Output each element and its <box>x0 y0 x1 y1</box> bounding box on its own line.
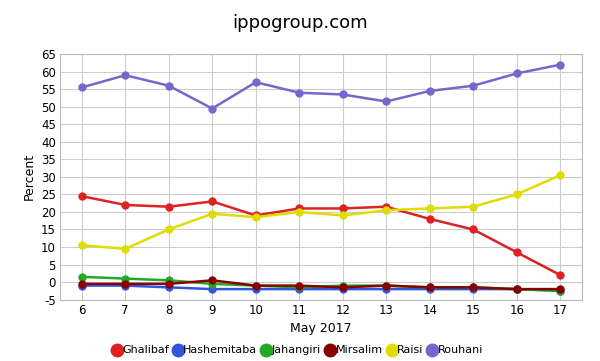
Raisi <box>122 247 129 251</box>
Jahangiri <box>557 289 564 293</box>
Raisi <box>426 206 433 210</box>
Hashemitaba <box>426 287 433 291</box>
Jahangiri <box>296 285 303 290</box>
Legend: Ghalibaf, Hashemitaba, Jahangiri, Mirsalim, Raisi, Rouhani: Ghalibaf, Hashemitaba, Jahangiri, Mirsal… <box>116 345 484 356</box>
Mirsalim <box>209 278 216 283</box>
Line: Ghalibaf: Ghalibaf <box>78 193 564 279</box>
Mirsalim <box>383 283 390 288</box>
Rouhani <box>383 99 390 104</box>
Line: Mirsalim: Mirsalim <box>78 277 564 292</box>
Raisi <box>513 192 520 197</box>
Jahangiri <box>470 285 477 290</box>
Raisi <box>165 227 172 232</box>
Mirsalim <box>165 282 172 286</box>
Text: ippogroup.com: ippogroup.com <box>232 14 368 32</box>
Rouhani <box>426 89 433 93</box>
Mirsalim <box>470 285 477 290</box>
Ghalibaf <box>383 205 390 209</box>
Mirsalim <box>557 287 564 291</box>
Ghalibaf <box>296 206 303 210</box>
Raisi <box>470 205 477 209</box>
Mirsalim <box>339 285 346 290</box>
Raisi <box>557 173 564 177</box>
Ghalibaf <box>470 227 477 232</box>
Line: Hashemitaba: Hashemitaba <box>78 282 564 294</box>
Jahangiri <box>78 275 85 279</box>
Ghalibaf <box>339 206 346 210</box>
Rouhani <box>209 106 216 111</box>
Jahangiri <box>209 282 216 286</box>
Ghalibaf <box>78 194 85 198</box>
Line: Rouhani: Rouhani <box>78 61 564 112</box>
Rouhani <box>78 85 85 90</box>
Ghalibaf <box>426 217 433 221</box>
Hashemitaba <box>513 287 520 291</box>
Raisi <box>296 210 303 214</box>
Mirsalim <box>426 285 433 290</box>
Hashemitaba <box>209 287 216 291</box>
Rouhani <box>252 80 259 84</box>
Mirsalim <box>513 287 520 291</box>
Y-axis label: Percent: Percent <box>22 153 35 200</box>
Hashemitaba <box>470 287 477 291</box>
X-axis label: May 2017: May 2017 <box>290 322 352 335</box>
Raisi <box>339 213 346 218</box>
Raisi <box>78 243 85 247</box>
Ghalibaf <box>252 213 259 218</box>
Rouhani <box>165 83 172 88</box>
Line: Jahangiri: Jahangiri <box>78 273 564 294</box>
Hashemitaba <box>252 287 259 291</box>
Mirsalim <box>296 283 303 288</box>
Line: Raisi: Raisi <box>78 172 564 252</box>
Mirsalim <box>78 282 85 286</box>
Rouhani <box>339 92 346 97</box>
Rouhani <box>296 91 303 95</box>
Raisi <box>209 212 216 216</box>
Jahangiri <box>252 283 259 288</box>
Hashemitaba <box>296 287 303 291</box>
Hashemitaba <box>122 283 129 288</box>
Rouhani <box>557 62 564 67</box>
Jahangiri <box>513 287 520 291</box>
Jahangiri <box>426 285 433 290</box>
Rouhani <box>470 83 477 88</box>
Mirsalim <box>252 283 259 288</box>
Raisi <box>252 215 259 219</box>
Hashemitaba <box>78 283 85 288</box>
Jahangiri <box>383 283 390 288</box>
Raisi <box>383 208 390 212</box>
Ghalibaf <box>122 203 129 207</box>
Hashemitaba <box>557 289 564 293</box>
Rouhani <box>122 73 129 77</box>
Rouhani <box>513 71 520 75</box>
Ghalibaf <box>165 205 172 209</box>
Hashemitaba <box>383 287 390 291</box>
Hashemitaba <box>165 285 172 290</box>
Ghalibaf <box>513 250 520 255</box>
Hashemitaba <box>339 287 346 291</box>
Mirsalim <box>122 282 129 286</box>
Jahangiri <box>122 277 129 281</box>
Jahangiri <box>165 278 172 283</box>
Jahangiri <box>339 283 346 288</box>
Ghalibaf <box>209 199 216 204</box>
Ghalibaf <box>557 273 564 277</box>
